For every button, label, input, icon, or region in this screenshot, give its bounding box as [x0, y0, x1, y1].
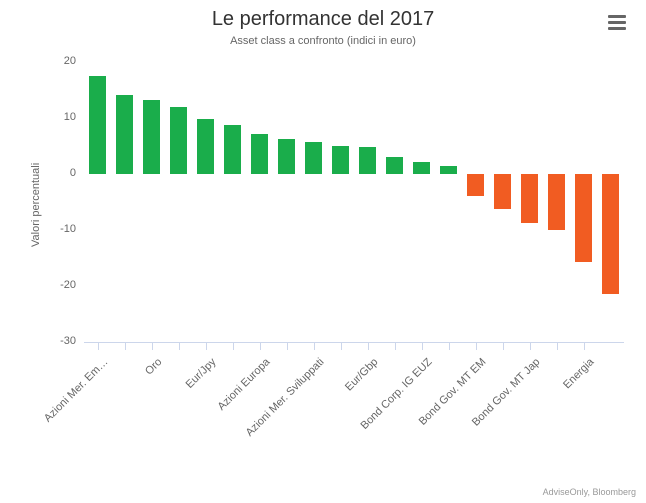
x-axis-line — [84, 342, 624, 343]
bar[interactable] — [170, 107, 188, 174]
xtick-label: Azioni Mer. Em… — [0, 356, 110, 466]
xtick-mark — [395, 342, 396, 350]
bar[interactable] — [602, 174, 620, 294]
xtick-label: Energia — [486, 356, 596, 466]
bar[interactable] — [467, 174, 485, 196]
xtick-label: Azioni Europa — [162, 356, 272, 466]
xtick-mark — [179, 342, 180, 350]
chart-container: Le performance del 2017 Asset class a co… — [0, 0, 646, 503]
xtick-mark — [125, 342, 126, 350]
xtick-label: Oro — [54, 356, 164, 466]
xtick-mark — [557, 342, 558, 350]
xtick-mark — [98, 342, 99, 350]
xtick-mark — [530, 342, 531, 350]
xtick-mark — [368, 342, 369, 350]
xtick-label: Bond Corp. IG EUZ — [324, 356, 434, 466]
xtick-mark — [341, 342, 342, 350]
xtick-mark — [584, 342, 585, 350]
bar[interactable] — [278, 139, 296, 174]
bar[interactable] — [251, 134, 269, 174]
plot-area: -30-20-1001020Valori percentualiAzioni M… — [84, 62, 624, 342]
xtick-label: Eur/Jpy — [108, 356, 218, 466]
hamburger-menu-icon[interactable] — [608, 12, 632, 34]
ytick-label: -20 — [36, 279, 76, 291]
chart-subtitle: Asset class a confronto (indici in euro) — [0, 35, 646, 47]
xtick-mark — [260, 342, 261, 350]
xtick-mark — [503, 342, 504, 350]
ytick-label: 20 — [36, 55, 76, 67]
bar[interactable] — [197, 119, 215, 174]
bar[interactable] — [413, 162, 431, 174]
xtick-mark — [314, 342, 315, 350]
bar[interactable] — [548, 174, 566, 230]
chart-credits: AdviseOnly, Bloomberg — [543, 487, 636, 497]
xtick-mark — [287, 342, 288, 350]
chart-title: Le performance del 2017 — [0, 0, 646, 31]
bar[interactable] — [305, 142, 323, 174]
xtick-mark — [206, 342, 207, 350]
ytick-label: -10 — [36, 223, 76, 235]
xtick-label: Eur/Gbp — [270, 356, 380, 466]
bar[interactable] — [440, 166, 458, 174]
xtick-label: Bond Gov. MT EM — [378, 356, 488, 466]
ytick-label: 10 — [36, 111, 76, 123]
xtick-mark — [233, 342, 234, 350]
xtick-mark — [422, 342, 423, 350]
xtick-mark — [476, 342, 477, 350]
bar[interactable] — [116, 95, 134, 174]
bar[interactable] — [386, 157, 404, 174]
bar[interactable] — [224, 125, 242, 174]
bar[interactable] — [359, 147, 377, 174]
y-axis-label: Valori percentuali — [30, 163, 42, 247]
bar[interactable] — [494, 174, 512, 209]
xtick-label: Bond Gov. MT Jap — [432, 356, 542, 466]
ytick-label: 0 — [36, 167, 76, 179]
xtick-mark — [152, 342, 153, 350]
bar[interactable] — [575, 174, 593, 262]
ytick-label: -30 — [36, 335, 76, 347]
xtick-label: Azioni Mer. Sviluppati — [216, 356, 326, 466]
bar[interactable] — [89, 76, 107, 174]
xtick-mark — [449, 342, 450, 350]
y-axis-line — [84, 62, 85, 342]
bar[interactable] — [521, 174, 539, 223]
bar[interactable] — [143, 100, 161, 174]
bar[interactable] — [332, 146, 350, 174]
